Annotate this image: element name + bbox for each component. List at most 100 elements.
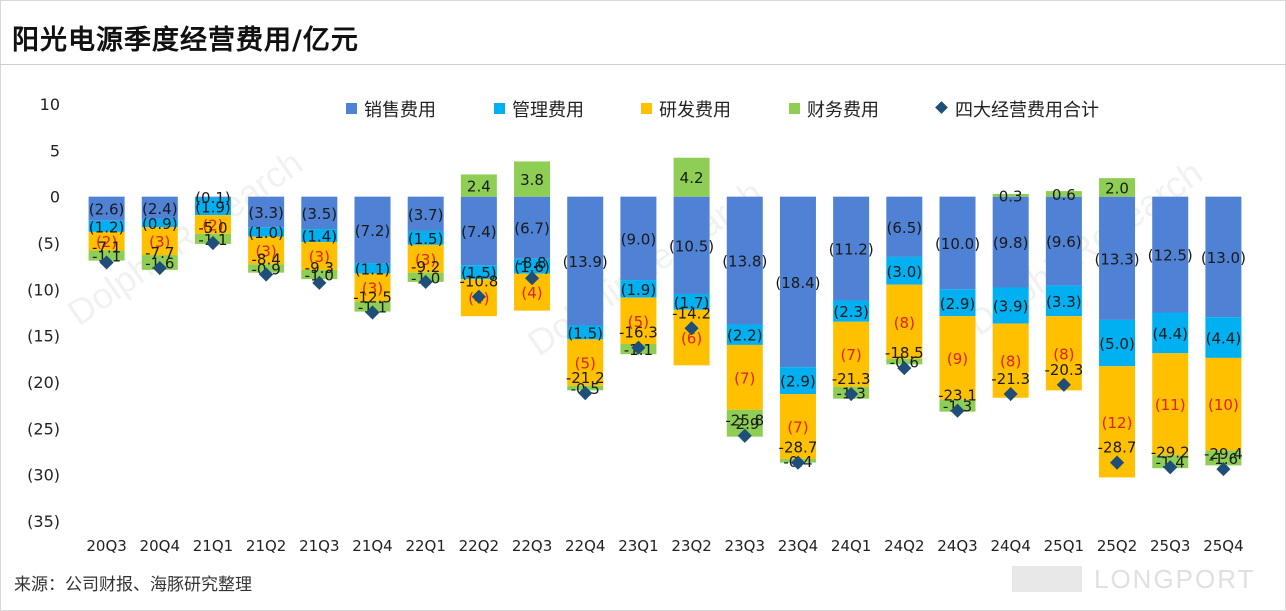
admin-bar [88, 220, 125, 232]
rd-bar [194, 215, 231, 234]
fin-bar-label: -2.9 [730, 415, 759, 433]
rd-bar-label: (3) [149, 233, 170, 251]
total-marker [1216, 462, 1231, 477]
admin-bar-label: (1.5) [567, 324, 603, 342]
rd-bar [726, 344, 763, 410]
fin-bar-label: 0.3 [999, 187, 1023, 205]
fin-bar-label: 2.0 [1105, 179, 1129, 197]
brand-name: LONGPORT [1094, 563, 1256, 594]
admin-bar [514, 258, 551, 274]
total-marker [578, 386, 593, 401]
x-tick-label: 21Q1 [193, 537, 233, 555]
total-marker [365, 305, 380, 320]
admin-bar-label: (2.2) [727, 327, 763, 345]
sales-bar-label: (13.8) [722, 253, 767, 271]
sales-bar-label: (9.6) [1046, 233, 1082, 251]
fin-bar [1045, 191, 1082, 197]
rd-bar-label: (4) [521, 284, 542, 302]
total-label: -10.8 [459, 273, 498, 291]
rd-bar [939, 316, 976, 400]
sales-bar-label: (6.5) [887, 219, 923, 237]
admin-bar [673, 293, 710, 310]
y-tick-label: (25) [27, 419, 60, 438]
admin-bar [726, 324, 763, 345]
x-tick-label: 22Q1 [405, 537, 445, 555]
total-label: -23.1 [938, 387, 977, 405]
total-label: -8.8 [517, 254, 546, 272]
total-label: -9.3 [305, 259, 334, 277]
x-tick-label: 22Q2 [459, 537, 499, 555]
sales-bar-label: (9.0) [621, 230, 657, 248]
sales-bar-label: (7.2) [355, 222, 391, 240]
brand-mark-icon [1012, 566, 1082, 592]
total-label: -29.4 [1204, 445, 1243, 463]
fin-bar-label: -1.6 [1209, 450, 1238, 468]
admin-bar-label: (4.4) [1152, 325, 1188, 343]
x-tick-label: 22Q4 [565, 537, 605, 555]
sales-bar-label: (13.9) [563, 253, 608, 271]
total-label: -21.3 [832, 370, 871, 388]
x-tick-label: 21Q3 [299, 537, 339, 555]
fin-bar-label: 4.2 [680, 169, 704, 187]
sales-bar [886, 196, 923, 257]
fin-bar [1205, 450, 1242, 466]
admin-bar-label: (2.9) [780, 373, 816, 391]
sales-bar-label: (10.5) [669, 237, 714, 255]
rd-bar [248, 236, 285, 265]
y-tick-label: (15) [27, 327, 60, 346]
fin-bar [460, 174, 497, 197]
fin-bar [992, 193, 1029, 197]
sales-bar [301, 196, 338, 230]
sales-bar-label: (3.3) [248, 204, 284, 222]
admin-bar-label: (4.4) [1206, 330, 1242, 348]
admin-bar-label: (3.0) [887, 263, 923, 281]
admin-bar [1152, 312, 1189, 354]
x-tick-label: 25Q4 [1203, 537, 1243, 555]
total-label: -18.5 [885, 344, 924, 362]
y-tick-label: (35) [27, 512, 60, 531]
rd-bar-label: (5) [575, 355, 596, 373]
fin-bar [301, 269, 338, 280]
rd-bar-label: (3) [309, 248, 330, 266]
sales-bar [673, 196, 710, 294]
total-label: -28.7 [1098, 439, 1137, 457]
admin-bar [141, 218, 178, 228]
rd-bar-label: (5) [628, 313, 649, 331]
legend-label: 四大经营费用合计 [955, 100, 1099, 121]
admin-bar [194, 197, 231, 216]
rd-bar-label: (8) [1053, 345, 1074, 363]
sales-bar-label: (13.0) [1201, 249, 1246, 267]
fin-bar-label: -1.0 [305, 267, 334, 285]
admin-bar [248, 227, 285, 237]
rd-bar-label: (7) [841, 346, 862, 364]
admin-bar [354, 263, 391, 274]
rd-bar [1152, 353, 1189, 456]
total-label: -28.7 [779, 439, 818, 457]
admin-bar-label: (1.9) [621, 281, 657, 299]
rd-bar-label: (6) [681, 330, 702, 348]
admin-bar-label: (5.0) [1099, 335, 1135, 353]
total-label: -7.1 [92, 238, 121, 256]
admin-bar [992, 287, 1029, 324]
total-marker [1163, 460, 1178, 475]
total-marker [312, 275, 327, 290]
sales-bar [833, 196, 870, 301]
admin-bar [407, 230, 444, 245]
total-label: -7.7 [145, 244, 174, 262]
y-tick-label: 5 [50, 141, 60, 160]
title-divider [0, 64, 1286, 65]
admin-bar-label: (1.1) [355, 260, 391, 278]
sales-bar-label: (6.7) [514, 220, 550, 238]
sales-bar-label: (11.2) [829, 241, 874, 259]
x-tick-label: 25Q2 [1097, 537, 1137, 555]
sales-bar-label: (3.7) [408, 206, 444, 224]
fin-bar-label: 3.8 [520, 171, 544, 189]
x-tick-label: 20Q4 [140, 537, 180, 555]
x-tick-label: 23Q2 [671, 537, 711, 555]
x-tick-label: 25Q1 [1044, 537, 1084, 555]
total-marker [1109, 455, 1125, 470]
rd-bar-label: (8) [1000, 353, 1021, 371]
admin-bar [1045, 285, 1082, 317]
sales-bar-label: (0.1) [195, 189, 231, 207]
